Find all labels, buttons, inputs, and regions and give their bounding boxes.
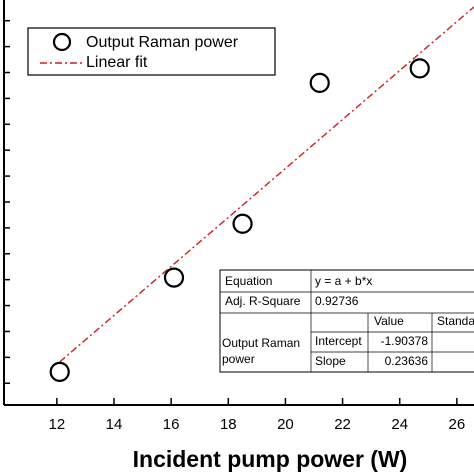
x-tick-label: 26 (449, 416, 466, 433)
table-cell: 0.92736 (315, 294, 359, 308)
table-cell: Adj. R-Square (225, 294, 301, 308)
table-cell: 0.23636 (385, 354, 429, 368)
legend (27, 27, 276, 76)
table-cell: Intercept (315, 334, 362, 348)
data-point (309, 72, 330, 93)
data-point (163, 267, 185, 288)
data-point (49, 361, 70, 382)
table-cell: Standard Error (437, 314, 474, 328)
x-tick-label: 18 (220, 416, 237, 433)
table-cell: Value (374, 314, 404, 328)
table-cell: Output Raman power (222, 336, 301, 366)
table-cell: y = a + b*x (315, 274, 372, 288)
data-point (409, 58, 430, 79)
table-cell: -1.90378 (381, 334, 429, 348)
x-tick-label: 22 (334, 416, 351, 433)
legend-label: Linear fit (86, 54, 148, 71)
x-tick-label: 12 (49, 416, 66, 433)
table-cell: Equation (225, 274, 272, 288)
table-cell: Slope (315, 354, 346, 368)
x-axis-label: Incident pump power (W) (133, 446, 408, 472)
x-tick-label: 20 (277, 416, 294, 433)
variable-name: Output Raman power (222, 336, 301, 366)
data-point (232, 213, 253, 234)
stats-table: Equation y = a + b*x Adj. R-Square 0.927… (219, 269, 474, 373)
fit-line (59, 6, 474, 363)
x-tick-label: 16 (163, 416, 180, 433)
legend-label: Output Raman power (86, 34, 239, 51)
legend-marker (52, 32, 72, 52)
x-tick-label: 14 (106, 416, 123, 433)
x-tick-label: 24 (391, 416, 408, 433)
